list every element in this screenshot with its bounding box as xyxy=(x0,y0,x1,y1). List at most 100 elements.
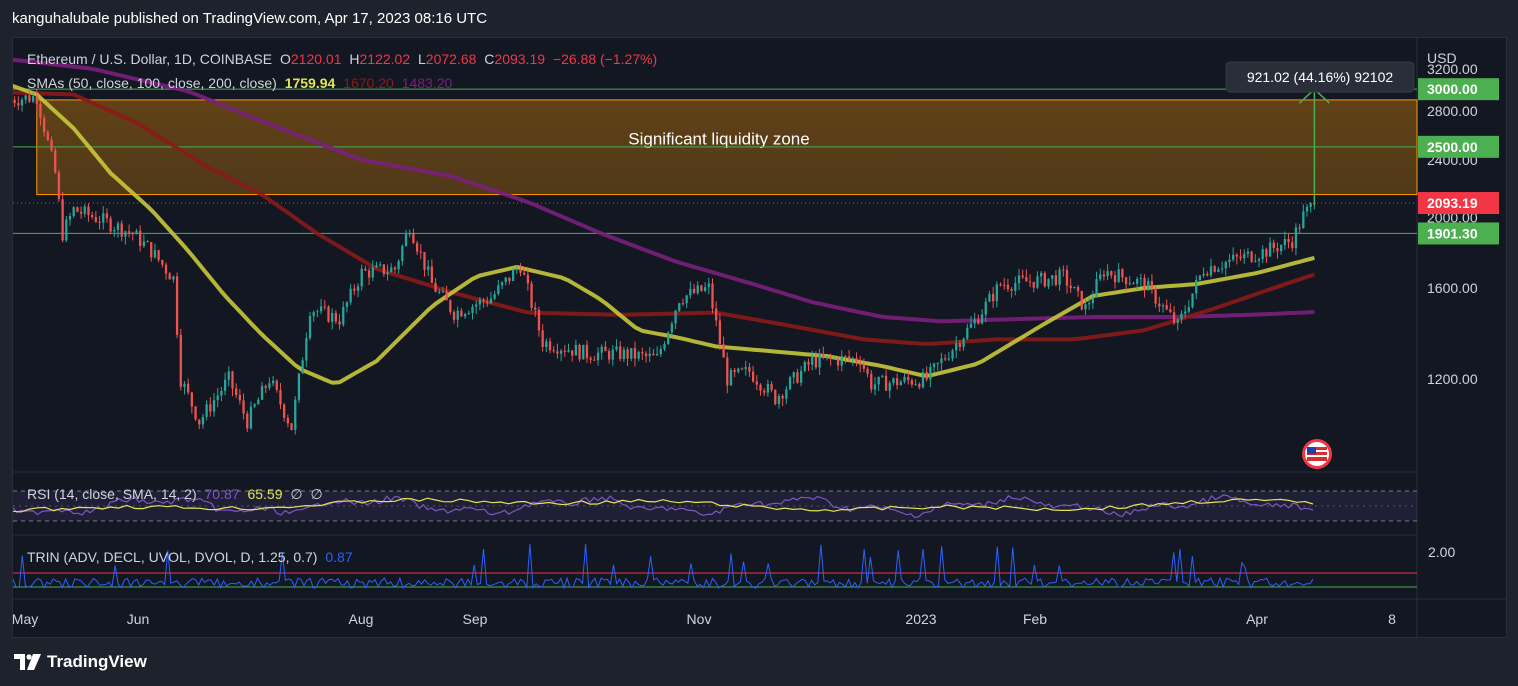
candle-body xyxy=(382,264,386,275)
candle-body xyxy=(851,357,854,360)
candle-body xyxy=(452,311,456,320)
candle-body xyxy=(194,406,197,420)
candle-body xyxy=(737,368,740,372)
candle-body xyxy=(68,216,72,220)
candle-body xyxy=(275,380,278,390)
candle-body xyxy=(881,375,884,377)
candle-body xyxy=(958,343,962,347)
candle-body xyxy=(611,349,614,360)
symbol-legend[interactable]: Ethereum / U.S. Dollar, 1D, COINBASE O21… xyxy=(27,51,661,67)
candle-body xyxy=(1010,289,1013,291)
candle-body xyxy=(1069,285,1072,289)
candle-body xyxy=(980,314,984,324)
candle-body xyxy=(471,306,474,314)
candle-body xyxy=(1176,319,1179,323)
candle-body xyxy=(936,362,939,364)
candle-body xyxy=(604,346,607,352)
high-label: H xyxy=(349,51,360,67)
candle-body xyxy=(1280,245,1283,252)
candle-body xyxy=(955,343,958,351)
sma200-value: 1483.20 xyxy=(401,75,453,91)
candle-body xyxy=(991,294,995,302)
candle-body xyxy=(43,118,46,133)
symbol-name[interactable]: Ethereum / U.S. Dollar, 1D, COINBASE xyxy=(27,51,273,67)
candle-body xyxy=(523,272,526,275)
candle-body xyxy=(895,378,899,386)
candle-body xyxy=(17,103,20,106)
chart-frame[interactable]: Significant liquidity zone 921.02 (44.16… xyxy=(12,37,1507,638)
candle-body xyxy=(79,211,83,214)
candle-body xyxy=(1198,275,1202,280)
candle-body xyxy=(401,246,404,262)
candle-body xyxy=(870,373,873,390)
candle-body xyxy=(271,380,275,384)
trin-legend[interactable]: TRIN (ADV, DECL, UVOL, DVOL, D, 1.25, 0.… xyxy=(27,549,357,565)
candle-body xyxy=(1261,249,1264,260)
candle-body xyxy=(1220,268,1224,270)
price-chart[interactable]: Significant liquidity zone 921.02 (44.16… xyxy=(13,38,1506,637)
rsi-ma-line xyxy=(13,497,1314,513)
time-tick-7: Apr xyxy=(1246,611,1268,627)
candle-body xyxy=(135,230,138,235)
candle-body xyxy=(748,367,751,372)
candle-body xyxy=(1087,303,1091,305)
candle-body xyxy=(286,417,290,424)
candle-body xyxy=(142,241,145,247)
candle-body xyxy=(116,223,120,231)
trin-label[interactable]: TRIN (ADV, DECL, UVOL, DVOL, D, 1.25, 0.… xyxy=(27,549,318,565)
price-range-measure[interactable]: 921.02 (44.16%) 92102 xyxy=(1225,61,1415,206)
candle-body xyxy=(884,375,888,391)
sma-legend[interactable]: SMAs (50, close, 100, close, 200, close)… xyxy=(27,75,456,91)
candle-body xyxy=(571,350,574,356)
candle-body xyxy=(1043,272,1046,287)
candle-body xyxy=(855,357,858,363)
candle-body xyxy=(770,384,773,391)
rsi-value: 70.87 xyxy=(204,486,240,502)
candle-body xyxy=(977,319,980,324)
time-tick-0: May xyxy=(13,611,38,627)
candle-body xyxy=(796,372,799,383)
candle-body xyxy=(847,356,851,360)
candle-body xyxy=(98,221,101,223)
candle-body xyxy=(463,313,467,317)
candle-body xyxy=(1298,227,1301,229)
candle-body xyxy=(497,285,500,294)
candle-body xyxy=(316,311,319,313)
sma50-value: 1759.94 xyxy=(284,75,336,91)
candle-body xyxy=(929,366,932,380)
candle-body xyxy=(349,288,352,303)
candle-body xyxy=(685,295,688,304)
candle-body xyxy=(552,350,555,352)
candle-body xyxy=(87,206,90,216)
candle-body xyxy=(722,344,725,358)
candle-body xyxy=(888,383,891,391)
candle-body xyxy=(1250,251,1253,262)
candle-body xyxy=(412,233,415,244)
candle-body xyxy=(1054,275,1058,285)
candle-body xyxy=(397,261,400,270)
candle-body xyxy=(678,303,681,311)
candle-body xyxy=(814,356,818,368)
candle-body xyxy=(873,384,877,390)
candle-body xyxy=(1265,249,1268,257)
candle-body xyxy=(504,277,507,283)
candle-body xyxy=(892,378,895,384)
level-badge-label-1: 2500.00 xyxy=(1427,139,1478,155)
candle-body xyxy=(755,381,758,385)
candle-body xyxy=(1224,262,1227,269)
candle-body xyxy=(187,383,190,393)
candle-body xyxy=(1161,305,1165,307)
candle-body xyxy=(427,266,430,270)
candle-body xyxy=(131,232,134,235)
sma-label[interactable]: SMAs (50, close, 100, close, 200, close) xyxy=(27,75,277,91)
tradingview-logo[interactable]: TradingView xyxy=(14,652,147,672)
candle-body xyxy=(1058,269,1061,285)
us-flag-event-icon[interactable] xyxy=(1302,439,1332,469)
candle-body xyxy=(1254,260,1257,262)
candle-body xyxy=(530,283,533,308)
candle-body xyxy=(475,304,478,307)
rsi-legend[interactable]: RSI (14, close, SMA, 14, 2) 70.87 65.59 … xyxy=(27,486,327,503)
candle-body xyxy=(367,270,371,278)
candle-body xyxy=(1091,297,1094,304)
rsi-label[interactable]: RSI (14, close, SMA, 14, 2) xyxy=(27,486,197,502)
